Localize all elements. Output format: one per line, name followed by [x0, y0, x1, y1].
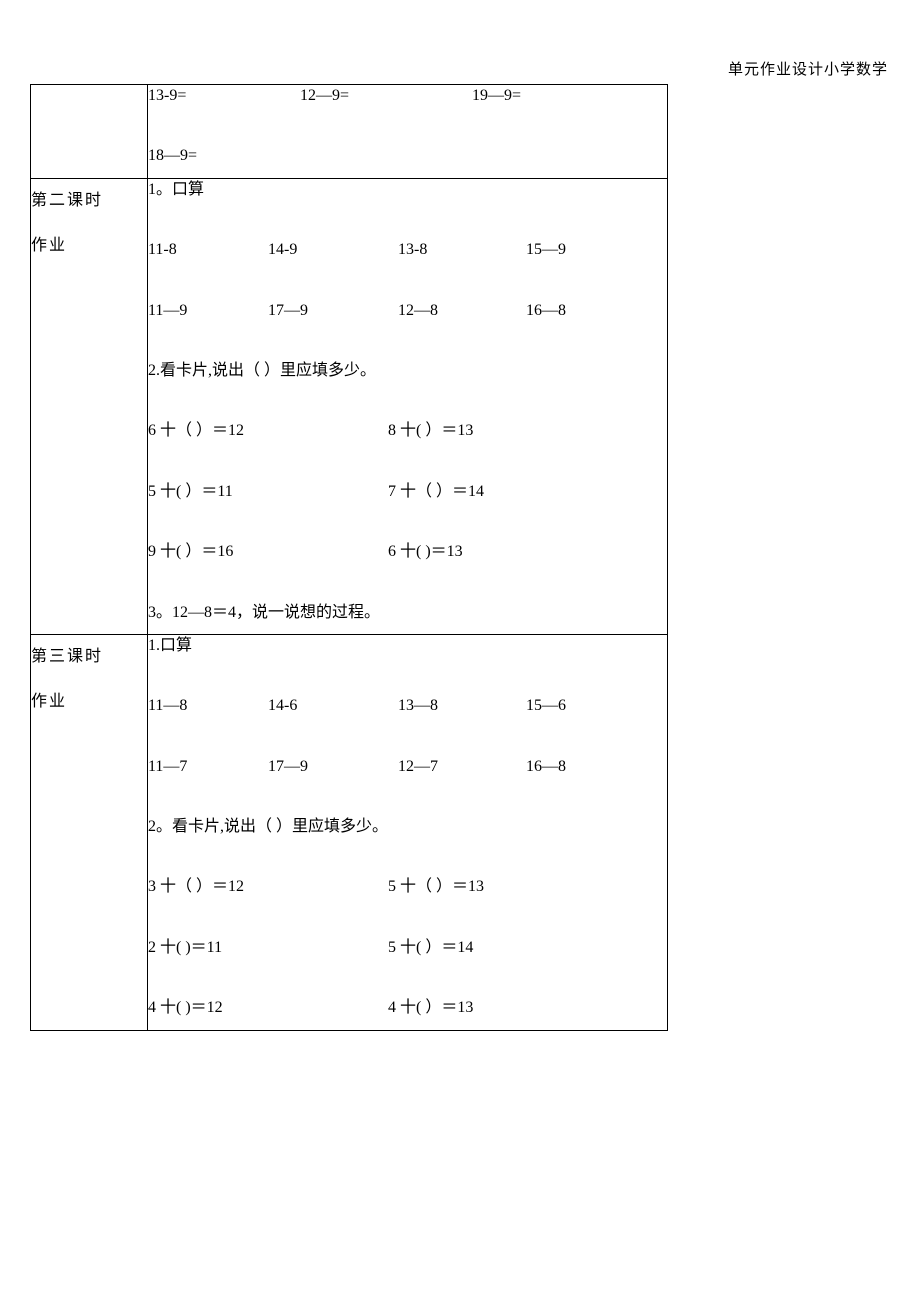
content-item: 15—9: [526, 239, 566, 261]
content-item: 7 十（ ）＝14: [388, 481, 484, 503]
lesson-label-cell: 第二课时作业: [31, 178, 148, 634]
content-item: 12—9=: [300, 85, 472, 107]
content-item: 11-8: [148, 239, 268, 261]
content-line: 11—814-613—815—6: [148, 695, 667, 717]
content-line: 2 十( )＝115 十( ）＝14: [148, 937, 667, 959]
table-row: 第三课时作业1.口算11—814-613—815—611—717—9 12—71…: [31, 634, 668, 1030]
content-item: 12—8: [398, 300, 526, 322]
content-item: 11—9: [148, 300, 268, 322]
content-item: 13-8: [398, 239, 526, 261]
lesson-label-line: 第三课时: [31, 635, 147, 680]
content-item: 11—8: [148, 695, 268, 717]
content-line: 9 十( ）＝166 十( )＝13: [148, 541, 667, 563]
content-line: 5 十( ）＝117 十（ ）＝14: [148, 481, 667, 503]
page: 单元作业设计小学数学 13-9=12—9=19—9=18—9=第二课时作业1。口…: [0, 0, 920, 1302]
content-item: 17—9: [268, 300, 398, 322]
content-item: 12—7: [398, 756, 526, 778]
lesson-label-line: 作业: [31, 224, 147, 269]
content-cell: 1.口算 11—814-613—815—6 11—717—9 12—716—8 2。看…: [148, 634, 668, 1030]
content-cell: 1。口算 11-814-913-815—9 11—917—9 12—816—8 2.看…: [148, 178, 668, 634]
content-line: 3。12—8＝4，说一说想的过程。: [148, 602, 667, 624]
content-item: 6 十( )＝13: [388, 541, 463, 563]
content-item: 5 十（ ）＝13: [388, 876, 484, 898]
content-item: 5 十( ）＝11: [148, 481, 388, 503]
content-line: 11-814-913-815—9: [148, 239, 667, 261]
content-line: 11—917—9 12—816—8: [148, 300, 667, 322]
content-line: 6 十（ ）＝128 十( ）＝13: [148, 420, 667, 442]
lesson-label-line: 第二课时: [31, 179, 147, 224]
lesson-label-cell: [31, 85, 148, 179]
table-row: 13-9=12—9=19—9= 18—9=: [31, 85, 668, 179]
content-item: 6 十（ ）＝12: [148, 420, 388, 442]
content-line: 13-9=12—9=19—9=: [148, 85, 667, 107]
content-line: 1。口算: [148, 179, 667, 201]
content-item: 1.口算: [148, 635, 192, 657]
content-item: 16—8: [526, 756, 566, 778]
content-item: 14-6: [268, 695, 398, 717]
content-line: 11—717—9 12—716—8: [148, 756, 667, 778]
worksheet-table: 13-9=12—9=19—9=18—9=第二课时作业1。口算11-814-913…: [30, 84, 668, 1031]
content-cell: 13-9=12—9=19—9= 18—9=: [148, 85, 668, 179]
table-row: 第二课时作业1。口算11-814-913-815—911—917—9 12—81…: [31, 178, 668, 634]
content-line: 3 十（ ）＝125 十（ ）＝13: [148, 876, 667, 898]
content-item: 14-9: [268, 239, 398, 261]
content-item: 11—7: [148, 756, 268, 778]
content-item: 4 十( ）＝13: [388, 997, 473, 1019]
content-item: 13—8: [398, 695, 526, 717]
page-header: 单元作业设计小学数学: [728, 58, 888, 79]
content-item: 4 十( )＝12: [148, 997, 388, 1019]
content-line: 1.口算: [148, 635, 667, 657]
content-item: 8 十( ）＝13: [388, 420, 473, 442]
content-item: 13-9=: [148, 85, 300, 107]
content-line: 2。看卡片,说出（ ）里应填多少。: [148, 816, 667, 838]
content-item: 1。口算: [148, 179, 204, 201]
content-item: 3 十（ ）＝12: [148, 876, 388, 898]
lesson-label-line: 作业: [31, 680, 147, 725]
content-line: 18—9=: [148, 145, 667, 167]
content-item: 19—9=: [472, 85, 521, 107]
lesson-label-cell: 第三课时作业: [31, 634, 148, 1030]
content-item: 2。看卡片,说出（ ）里应填多少。: [148, 816, 388, 838]
content-item: 16—8: [526, 300, 566, 322]
content-item: 18—9=: [148, 145, 197, 167]
content-item: 15—6: [526, 695, 566, 717]
content-item: 2.看卡片,说出（ ）里应填多少。: [148, 360, 376, 382]
content-item: 5 十( ）＝14: [388, 937, 473, 959]
content-item: 9 十( ）＝16: [148, 541, 388, 563]
content-line: 2.看卡片,说出（ ）里应填多少。: [148, 360, 667, 382]
content-item: 17—9: [268, 756, 398, 778]
content-item: 2 十( )＝11: [148, 937, 388, 959]
content-item: 3。12—8＝4，说一说想的过程。: [148, 602, 380, 624]
content-line: 4 十( )＝124 十( ）＝13: [148, 997, 667, 1019]
